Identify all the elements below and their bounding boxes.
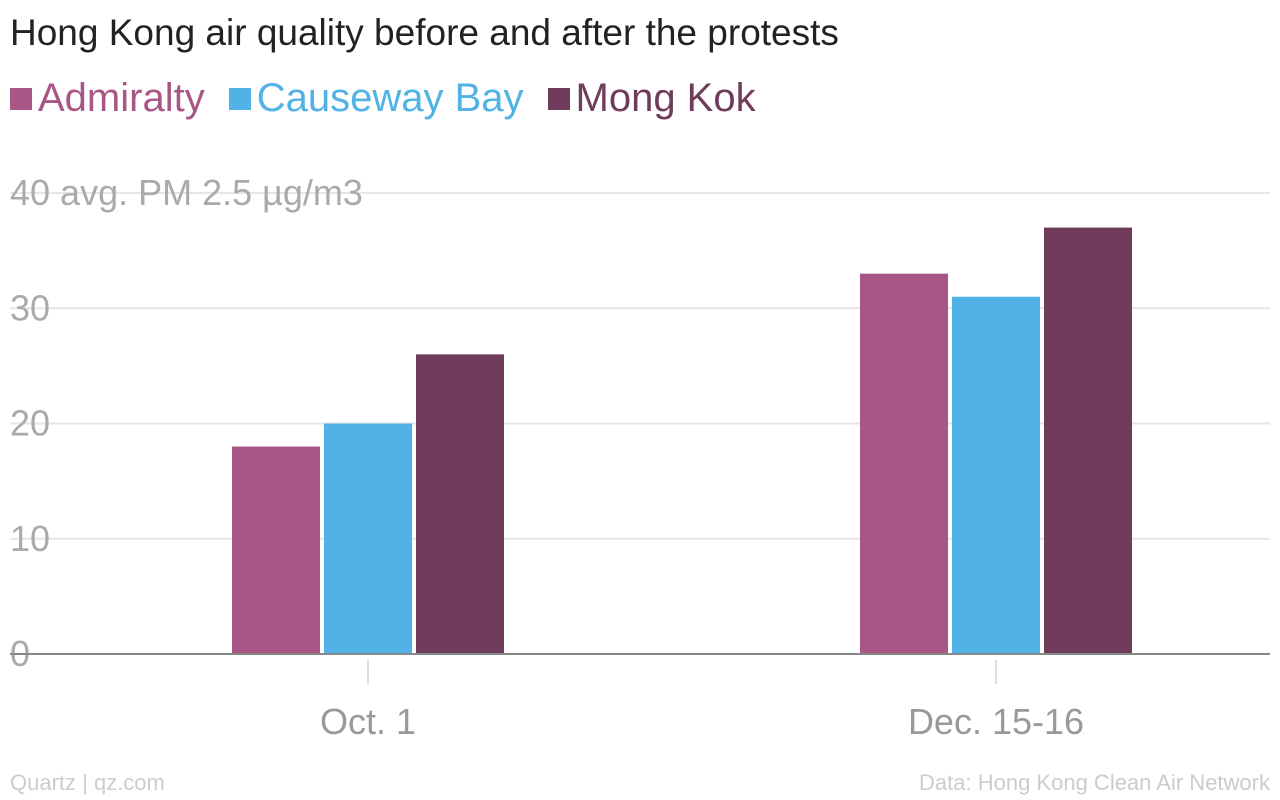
bar-admiralty	[232, 446, 320, 654]
legend-swatch	[10, 87, 32, 110]
legend-label: Mong Kok	[575, 76, 756, 120]
legend-swatch	[547, 87, 570, 110]
footer-source-left: Quartz | qz.com	[10, 770, 165, 795]
legend-label: Causeway Bay	[256, 76, 524, 120]
legend-item-causeway-bay: Causeway Bay	[228, 76, 524, 121]
legend-item-mong-kok: Mong Kok	[547, 76, 756, 121]
bar-mong-kok	[416, 354, 504, 654]
legend-item-admiralty: Admiralty	[10, 76, 205, 121]
x-tick-label: Oct. 1	[320, 701, 416, 742]
chart-title: Hong Kong air quality before and after t…	[10, 12, 839, 53]
legend-swatch	[228, 87, 251, 110]
legend: Admiralty Causeway Bay Mong Kok	[10, 76, 780, 121]
y-tick-label: 30	[10, 287, 50, 328]
y-tick-label: 20	[10, 403, 50, 444]
y-tick-label: 10	[10, 518, 50, 559]
bar-causeway-bay	[952, 296, 1040, 654]
legend-label: Admiralty	[38, 76, 205, 120]
footer-source-right: Data: Hong Kong Clean Air Network	[919, 770, 1270, 795]
x-tick-label: Dec. 15-16	[908, 701, 1084, 742]
bar-admiralty	[860, 273, 948, 654]
y-tick-label: 40 avg. PM 2.5 µg/m3	[10, 172, 363, 213]
bar-mong-kok	[1044, 227, 1132, 654]
bar-causeway-bay	[324, 423, 412, 654]
